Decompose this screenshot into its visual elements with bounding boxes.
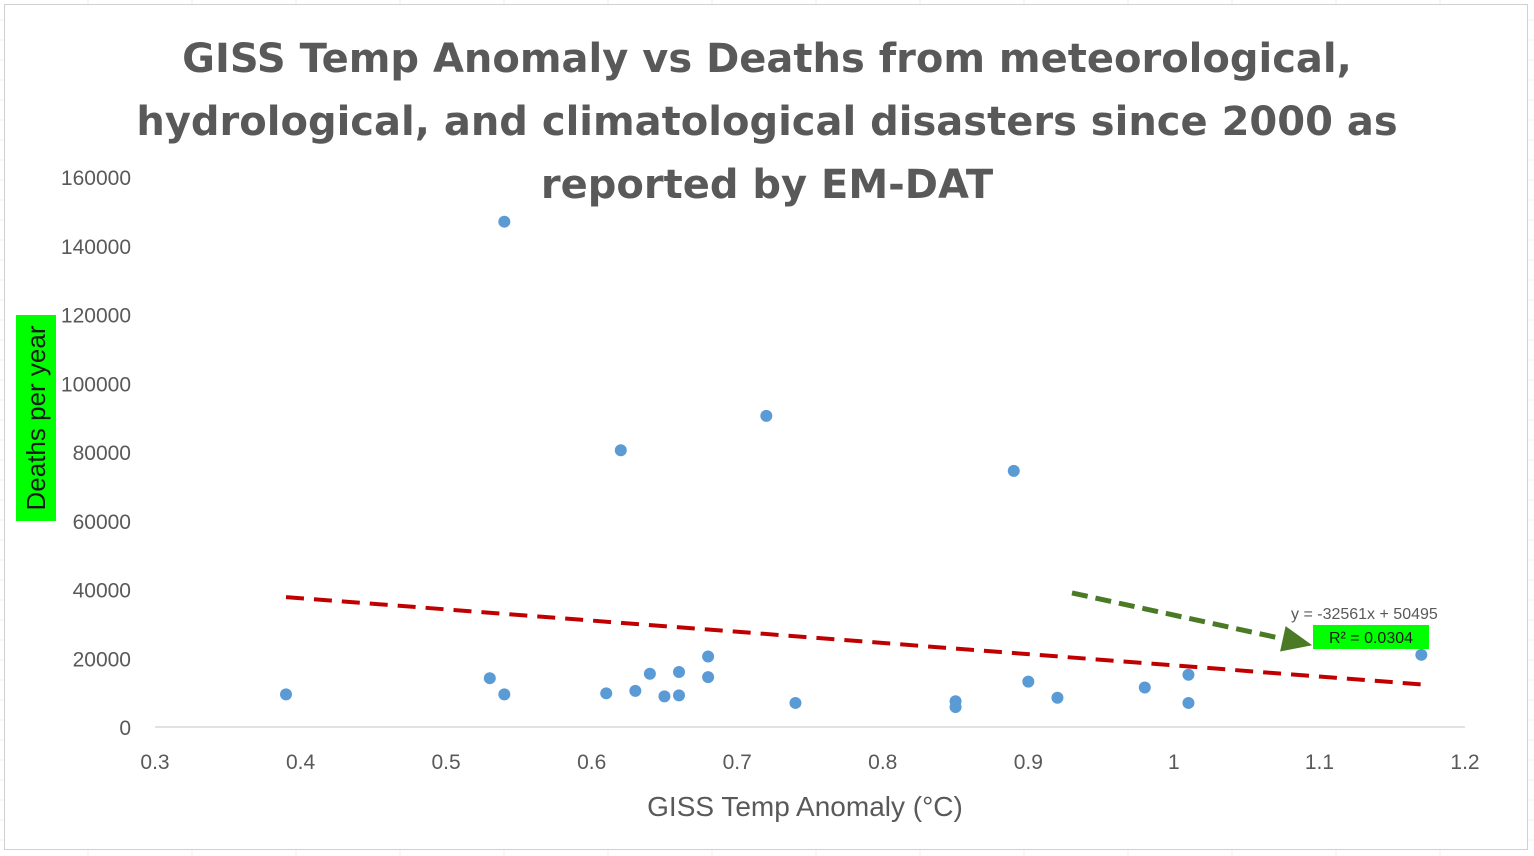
x-tick-label: 0.5	[432, 751, 461, 774]
x-tick-label: 0.8	[868, 751, 897, 774]
data-point	[1415, 648, 1428, 661]
y-tick-label: 100000	[61, 373, 131, 396]
y-tick-label: 140000	[61, 236, 131, 259]
data-point	[673, 689, 685, 702]
data-point	[702, 650, 715, 663]
x-tick-label: 1.2	[1450, 751, 1479, 774]
x-tick-label: 1	[1168, 751, 1180, 774]
trendline-equation: y = -32561x + 50495	[1291, 606, 1438, 623]
data-point	[1022, 675, 1035, 688]
data-point	[280, 688, 292, 701]
y-tick-label: 60000	[73, 511, 131, 534]
data-point	[498, 215, 511, 228]
data-point	[949, 701, 962, 714]
annotations	[1071, 590, 1313, 652]
y-tick-label: 20000	[73, 648, 131, 671]
y-axis-title: Deaths per year	[21, 325, 51, 510]
y-tick-label: 120000	[61, 305, 131, 328]
data-point	[1007, 464, 1020, 477]
x-tick-label: 0.6	[577, 751, 606, 774]
data-point	[1051, 691, 1064, 704]
x-tick-label: 0.4	[286, 751, 316, 774]
data-point	[1138, 681, 1151, 694]
y-tick-label: 0	[119, 717, 131, 740]
chart-title: GISS Temp Anomaly vs Deaths from meteoro…	[136, 36, 1397, 208]
annotation-arrow-shaft	[1071, 590, 1284, 642]
data-point	[600, 687, 613, 700]
data-points	[280, 215, 1428, 714]
trendline-group	[285, 595, 1422, 687]
data-point	[658, 690, 671, 703]
y-tick-label: 160000	[61, 167, 131, 190]
trendline	[285, 595, 1422, 687]
chart-title-line-1: GISS Temp Anomaly vs Deaths from meteoro…	[182, 36, 1352, 82]
x-axis-ticks: 0.3 0.4 0.5 0.6 0.7 0.8 0.9 1 1.1 1.2	[140, 751, 1479, 774]
data-point	[498, 688, 511, 701]
x-axis-title: GISS Temp Anomaly (°C)	[647, 791, 963, 822]
data-point	[643, 667, 656, 680]
data-point	[629, 684, 642, 697]
r-squared-highlight	[1313, 625, 1429, 649]
data-point	[1182, 668, 1195, 681]
data-point	[614, 444, 627, 457]
x-tick-label: 0.3	[140, 751, 169, 774]
y-tick-label: 80000	[73, 442, 131, 465]
y-tick-label: 40000	[73, 580, 131, 603]
x-tick-label: 0.9	[1014, 751, 1043, 774]
data-point	[789, 696, 802, 709]
scatter-chart: GISS Temp Anomaly vs Deaths from meteoro…	[16, 36, 1480, 822]
trendline-equation-box: y = -32561x + 50495 R² = 0.0304	[1291, 606, 1438, 649]
x-tick-label: 0.7	[723, 751, 752, 774]
y-axis-ticks: 0 20000 40000 60000 80000 100000 120000 140000 1…	[61, 167, 131, 740]
r-squared-label: R² = 0.0304	[1329, 630, 1413, 647]
y-axis-title-highlight	[16, 315, 56, 521]
x-tick-label: 1.1	[1305, 751, 1334, 774]
data-point	[760, 409, 773, 422]
data-point	[483, 672, 496, 685]
y-axis-title-group: Deaths per year	[16, 315, 56, 521]
chart-title-line-2: hydrological, and climatological disaste…	[136, 99, 1397, 145]
annotation-arrow-head	[1280, 626, 1313, 652]
data-point	[1182, 696, 1195, 709]
chart-title-line-3: reported by EM-DAT	[541, 162, 994, 208]
data-point	[702, 671, 715, 684]
chart-area[interactable]: GISS Temp Anomaly vs Deaths from meteoro…	[4, 4, 1528, 850]
data-point	[673, 666, 685, 678]
